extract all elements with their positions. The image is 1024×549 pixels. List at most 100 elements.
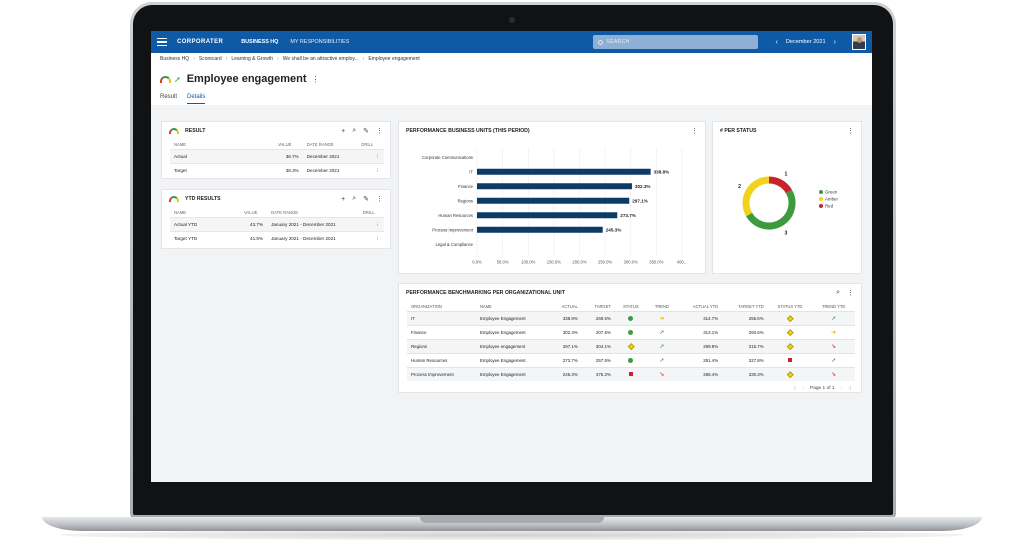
table-row[interactable]: Actual 36.7% December 2021 ⋮ <box>170 149 384 164</box>
more-options-icon[interactable]: ⋮ <box>311 74 320 84</box>
chevron-left-icon[interactable]: ‹ <box>775 38 778 46</box>
trend-up-arrow-icon: ➚ <box>659 358 665 364</box>
column-header: DRILL <box>362 210 375 215</box>
edit-icon[interactable]: ✎ <box>363 196 369 203</box>
target-cell: 207.5% <box>581 325 615 340</box>
slice-value-label: 1 <box>785 172 788 178</box>
status-panel: # PER STATUS ⋮ 1 3 2 Green Amber Red <box>712 121 862 274</box>
x-tick-label: 100.0% <box>521 260 535 265</box>
table-row[interactable]: Target YTD 41.5% January 2021 - December… <box>170 231 384 245</box>
search-icon[interactable]: ⌕ <box>352 195 357 202</box>
breadcrumb: Business HQ › Scorecard › Learning & Growt… <box>151 53 872 65</box>
bar <box>477 212 618 219</box>
row-menu-icon[interactable]: ⋮ <box>358 217 384 232</box>
actual-ytd-cell: 291.4% <box>676 353 723 368</box>
more-options-icon[interactable]: ⋮ <box>847 290 854 297</box>
table-row[interactable]: Finance Employee Engagement 302.3% 207.5% ➚ 3… <box>407 325 855 340</box>
legend-swatch <box>819 197 823 201</box>
column-header: TARGET YTD <box>738 304 764 309</box>
row-menu-icon[interactable]: ⋮ <box>357 163 384 177</box>
table-row[interactable]: IT Employee Engagement 338.8% 269.5% ➜ 314.7%… <box>407 311 855 326</box>
last-page-icon[interactable]: ›| <box>848 386 851 391</box>
search-icon[interactable]: ⌕ <box>836 289 840 296</box>
trend-cell: ➚ <box>646 325 677 340</box>
status-cell <box>767 367 813 381</box>
hamburger-menu-icon[interactable] <box>157 38 167 46</box>
category-label: Legal & Compliance <box>436 242 474 247</box>
table-row[interactable]: Regions Employee engagement 297.1% 304.1% ➚ 2… <box>407 339 855 354</box>
column-header: DRILL <box>361 142 374 147</box>
breadcrumb-item[interactable]: Business HQ <box>160 56 190 62</box>
status-cell <box>614 311 647 326</box>
category-label: Corporate Communications <box>422 155 473 160</box>
brand-logo[interactable]: CORPORATER <box>177 39 224 45</box>
status-cell <box>767 311 813 326</box>
row-date: January 2021 - December 2021 <box>267 217 359 232</box>
more-options-icon[interactable]: ⋮ <box>847 128 854 135</box>
trend-up-arrow-icon: ➚ <box>831 316 837 322</box>
target-cell: 269.5% <box>581 311 615 326</box>
page-header: ➚ Employee engagement ⋮ Result Details <box>151 65 872 105</box>
table-row[interactable]: Process Improvement Employee Engagement 24… <box>407 367 855 381</box>
category-label: Regions <box>458 198 473 203</box>
trend-cell: ➜ <box>646 311 677 326</box>
column-header: TARGET <box>594 304 611 309</box>
table-row[interactable]: Actual YTD 43.7% January 2021 - December… <box>170 217 384 232</box>
target-ytd-cell: 327.8% <box>722 353 768 368</box>
column-header: DATE RANGE <box>306 142 334 147</box>
breadcrumb-item[interactable]: Learning & Growth <box>231 56 274 62</box>
org-cell: Process Improvement <box>407 367 476 381</box>
category-label: Finance <box>458 184 474 189</box>
trend-flat-arrow-icon: ➜ <box>659 316 665 322</box>
page-title: Employee engagement <box>186 73 307 85</box>
name-cell: Employee Engagement <box>475 353 549 368</box>
org-cell: Regions <box>407 339 476 354</box>
table-row[interactable]: Target 38.3% December 2021 ⋮ <box>170 163 384 177</box>
edit-icon[interactable]: ✎ <box>363 128 369 135</box>
prev-page-icon[interactable]: ‹ <box>802 386 804 391</box>
next-page-icon[interactable]: › <box>840 386 843 391</box>
add-icon[interactable]: + <box>341 127 346 135</box>
status-amber-diamond-icon <box>627 342 635 350</box>
target-ytd-cell: 330.3% <box>722 367 768 381</box>
status-amber-diamond-icon <box>786 370 794 378</box>
status-red-square-icon <box>787 357 793 363</box>
breadcrumb-item[interactable]: Scorecard <box>198 56 222 62</box>
data-label: 338.8% <box>654 169 670 174</box>
avatar[interactable] <box>852 34 866 50</box>
trend-down-arrow-icon: ➘ <box>659 372 665 378</box>
period-label[interactable]: December 2021 <box>785 39 826 45</box>
nav-my-responsibilities[interactable]: MY RESPONSIBILITIES <box>290 39 350 45</box>
more-options-icon[interactable]: ⋮ <box>376 196 383 203</box>
row-menu-icon[interactable]: ⋮ <box>358 231 384 245</box>
add-icon[interactable]: + <box>341 195 346 203</box>
data-label: 297.1% <box>632 198 648 203</box>
search-icon[interactable]: ⌕ <box>352 127 357 134</box>
row-name: Actual <box>170 149 274 164</box>
status-cell <box>614 339 647 354</box>
more-options-icon[interactable]: ⋮ <box>376 128 383 135</box>
target-cell: 304.1% <box>581 339 615 354</box>
chevron-right-icon[interactable]: › <box>833 38 836 46</box>
name-cell: Employee Engagement <box>475 325 549 340</box>
breadcrumb-item[interactable]: We shall be an attractive employ... <box>282 56 359 62</box>
row-date: December 2021 <box>302 163 358 177</box>
laptop-shadow <box>60 530 964 540</box>
more-options-icon[interactable]: ⋮ <box>691 128 698 135</box>
donut-slice <box>746 189 796 230</box>
nav-business-hq[interactable]: BUSINESS HQ <box>241 39 279 45</box>
table-row[interactable]: Human Resources Employee Engagement 273.7%… <box>407 353 855 368</box>
gauge-icon <box>169 128 179 134</box>
perf-panel-title: PERFORMANCE BUSINESS UNITS (THIS PERIOD) <box>406 128 530 134</box>
x-tick-label: 300.0% <box>624 260 638 265</box>
search-input[interactable]: SEARCH <box>592 35 758 49</box>
row-menu-icon[interactable]: ⋮ <box>357 149 384 164</box>
first-page-icon[interactable]: |‹ <box>793 386 797 391</box>
trend-up-arrow-icon: ➚ <box>659 344 665 350</box>
tab-details[interactable]: Details <box>187 94 206 104</box>
tab-result[interactable]: Result <box>160 94 178 100</box>
column-header: DATE RANGE <box>271 210 298 215</box>
actual-ytd-cell: 313.1% <box>676 325 723 340</box>
performance-business-units-panel: PERFORMANCE BUSINESS UNITS (THIS PERIOD)… <box>398 121 706 274</box>
